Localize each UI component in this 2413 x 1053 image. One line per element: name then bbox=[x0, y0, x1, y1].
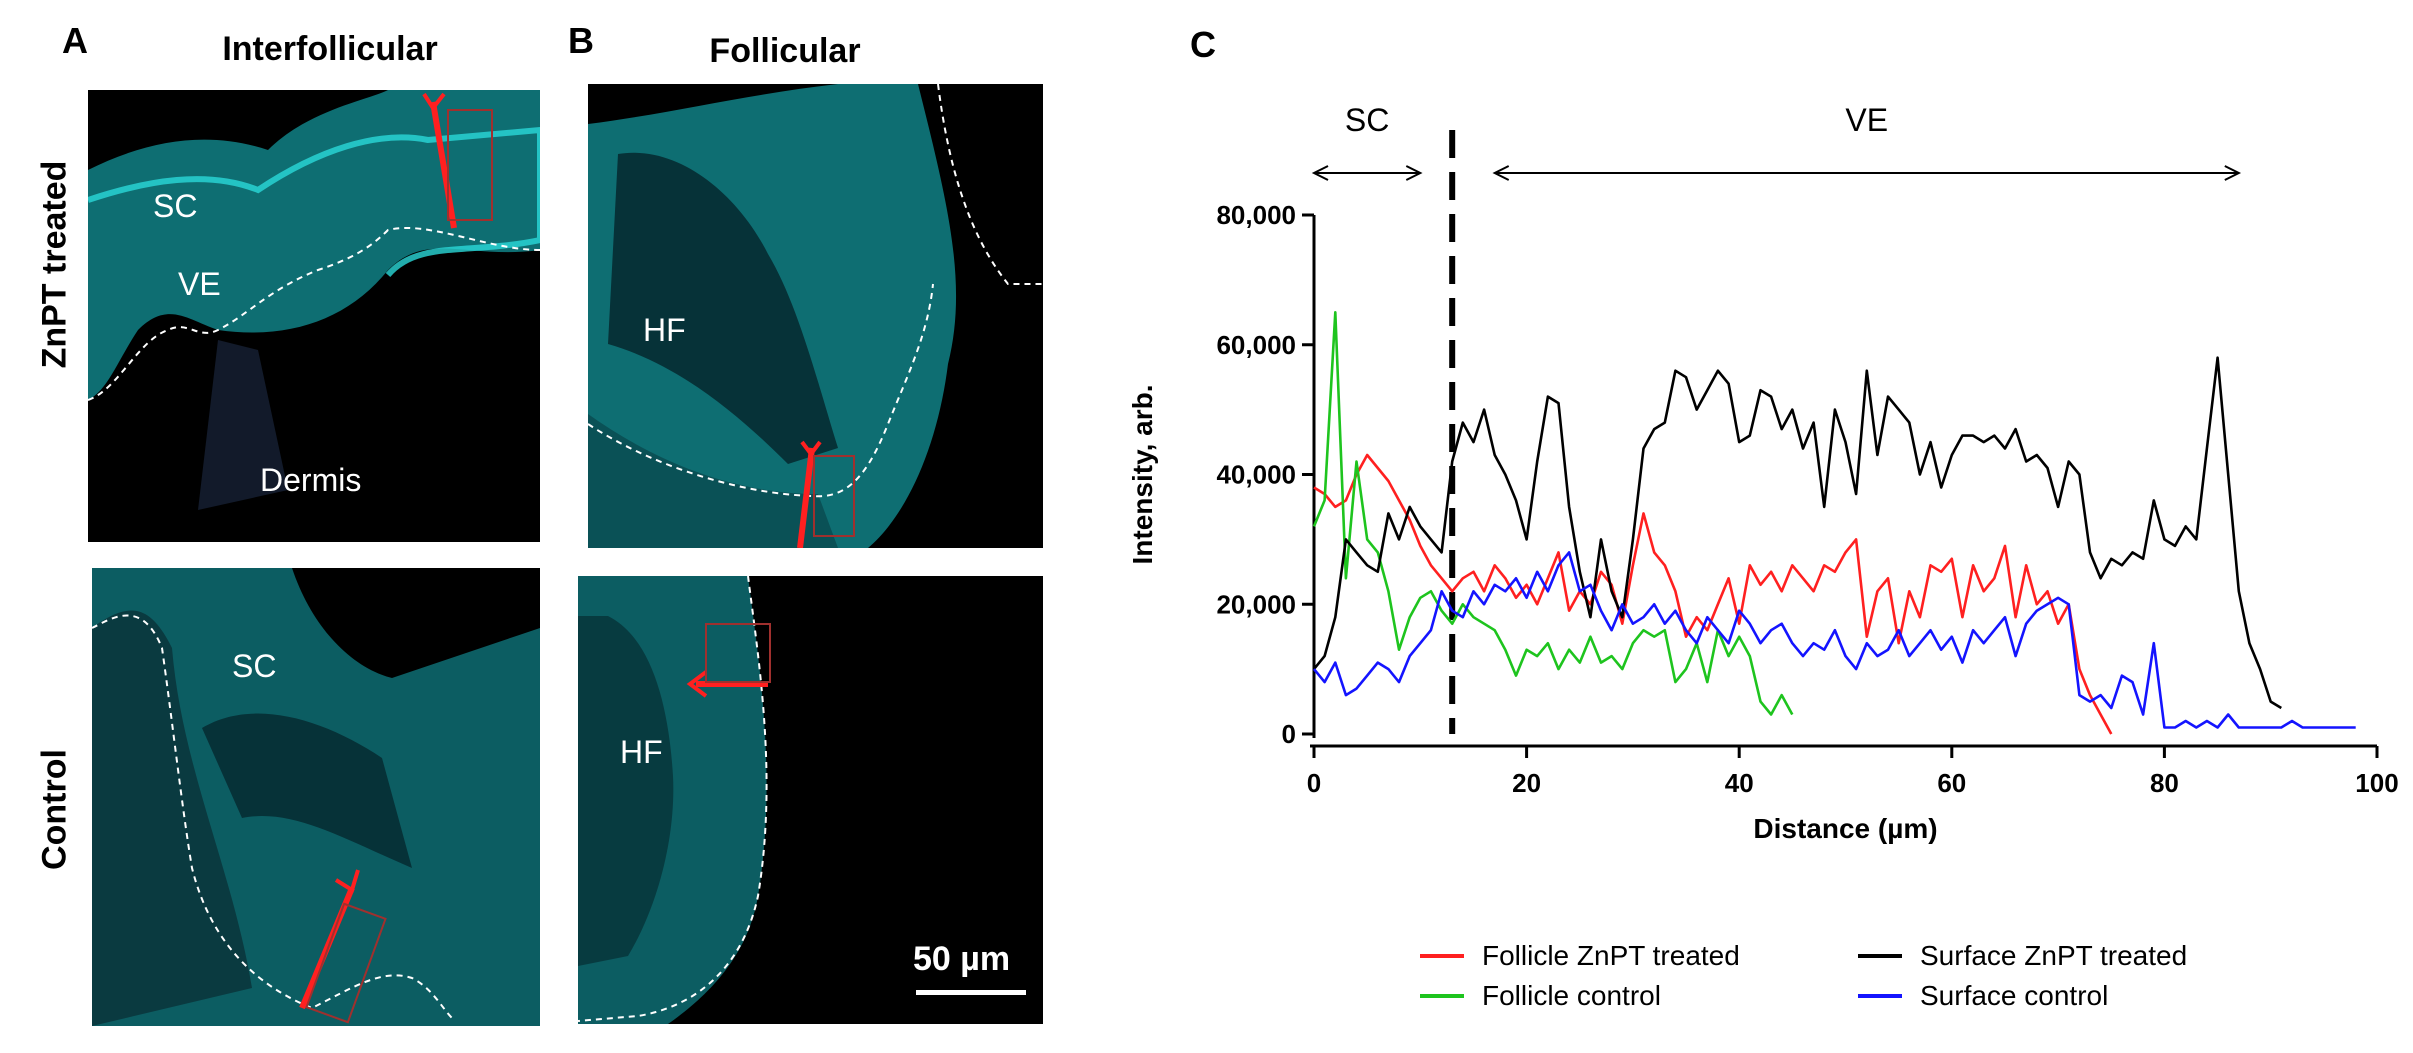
label-sc: SC bbox=[153, 188, 198, 224]
panel-letter-b: B bbox=[568, 20, 594, 61]
micrograph-follicular-control: HF 50 µm bbox=[578, 576, 1043, 1024]
legend-swatch-black bbox=[1858, 954, 1902, 958]
series-line-surface-control bbox=[1312, 551, 2356, 729]
x-tick-label: 80 bbox=[2150, 768, 2179, 798]
x-axis-label: Distance (µm) bbox=[1753, 813, 1937, 844]
scale-bar-label: 50 µm bbox=[913, 940, 1011, 978]
x-tick-label: 0 bbox=[1307, 768, 1321, 798]
label-dermis: Dermis bbox=[260, 462, 362, 498]
panel-b-title: Follicular bbox=[709, 32, 861, 70]
series-line-follicle-znpt-treated bbox=[1313, 453, 2113, 735]
region-arrowhead-right bbox=[2224, 165, 2242, 181]
legend-label: Surface ZnPT treated bbox=[1920, 940, 2188, 971]
y-tick-label: 80,000 bbox=[1216, 200, 1296, 230]
label-hf: HF bbox=[643, 312, 686, 348]
panel-letter-a: A bbox=[62, 20, 88, 61]
series-line-follicle-control bbox=[1312, 310, 1794, 716]
legend-label: Surface control bbox=[1920, 980, 2109, 1011]
x-tick-label: 40 bbox=[1725, 768, 1754, 798]
y-tick-label: 40,000 bbox=[1216, 460, 1296, 490]
label-hf-control: HF bbox=[620, 734, 663, 770]
panel-letter-c: C bbox=[1190, 24, 1216, 65]
legend-follicle-znpt: Follicle ZnPT treated bbox=[1420, 940, 1740, 972]
legend-label: Follicle ZnPT treated bbox=[1482, 940, 1740, 971]
region-label-ve: VE bbox=[1845, 102, 1888, 138]
panel-a-title: Interfollicular bbox=[222, 30, 438, 68]
y-tick-label: 60,000 bbox=[1216, 330, 1296, 360]
x-tick-label: 100 bbox=[2355, 768, 2398, 798]
legend-label: Follicle control bbox=[1482, 980, 1661, 1011]
legend-surface-znpt: Surface ZnPT treated bbox=[1858, 940, 2187, 972]
legend-surface-control: Surface control bbox=[1858, 980, 2108, 1012]
micrograph-interfollicular-control: SC bbox=[92, 568, 540, 1026]
legend-swatch-red bbox=[1420, 954, 1464, 958]
region-arrowhead-left bbox=[1492, 165, 1510, 181]
y-tick-label: 0 bbox=[1282, 719, 1296, 749]
region-label-sc: SC bbox=[1345, 102, 1389, 138]
micrograph-interfollicular-znpt: SC VE Dermis bbox=[88, 90, 540, 542]
label-ve: VE bbox=[178, 266, 221, 302]
micrograph-follicular-znpt: HF bbox=[588, 84, 1043, 548]
label-sc-control: SC bbox=[232, 648, 277, 684]
legend-swatch-blue bbox=[1858, 994, 1902, 998]
y-tick-label: 20,000 bbox=[1216, 589, 1296, 619]
scale-bar bbox=[916, 990, 1026, 995]
y-axis-label: Intensity, arb. bbox=[1127, 385, 1158, 565]
region-arrowhead-right bbox=[1405, 165, 1423, 181]
legend-swatch-green bbox=[1420, 994, 1464, 998]
series-line-surface-znpt-treated bbox=[1312, 356, 2282, 710]
x-tick-label: 60 bbox=[1937, 768, 1966, 798]
x-tick-label: 20 bbox=[1512, 768, 1541, 798]
legend-follicle-control: Follicle control bbox=[1420, 980, 1661, 1012]
region-arrowhead-left bbox=[1311, 165, 1329, 181]
